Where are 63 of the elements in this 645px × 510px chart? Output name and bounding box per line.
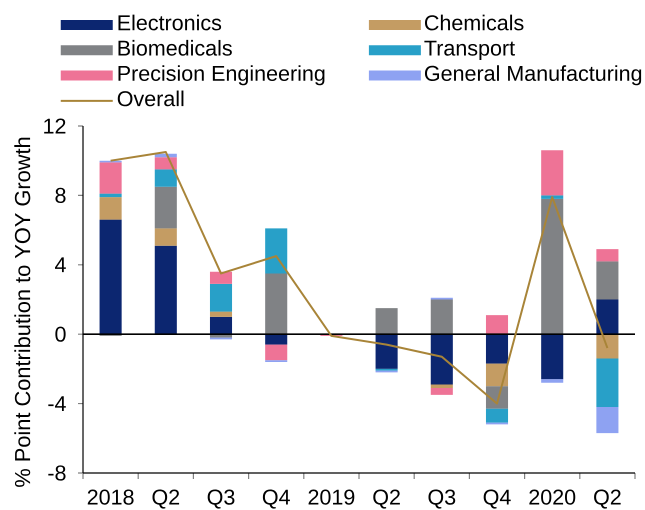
x-tick-label: Q2 xyxy=(594,490,621,509)
legend-label: Transport xyxy=(424,40,515,60)
legend-label: Chemicals xyxy=(424,14,524,30)
bar xyxy=(100,197,122,220)
y-tick-label: -4 xyxy=(48,396,66,411)
y-tick-label: 4 xyxy=(55,257,66,272)
x-tick-label: 2018 xyxy=(88,490,134,505)
x-tick-label: 2019 xyxy=(308,490,354,505)
legend-label: Biomedicals xyxy=(118,40,232,56)
bar xyxy=(541,195,564,199)
bar xyxy=(100,220,122,334)
bar xyxy=(210,272,232,284)
x-tick-label: Q3 xyxy=(208,490,234,509)
bar xyxy=(486,315,508,334)
bar xyxy=(596,407,618,434)
bar xyxy=(376,308,398,334)
legend-label: General Manufacturing xyxy=(424,65,642,86)
bar xyxy=(430,384,453,388)
bar xyxy=(100,194,122,198)
bar xyxy=(430,299,453,334)
bar xyxy=(376,334,398,369)
bar xyxy=(154,186,177,228)
x-tick-label: Q4 xyxy=(262,490,290,509)
x-tick-label: Q2 xyxy=(152,490,180,509)
y-tick-label: 8 xyxy=(55,188,66,203)
legend-label: Electronics xyxy=(118,14,222,30)
bar xyxy=(596,299,618,334)
y-tick-label: -8 xyxy=(48,465,66,481)
bar xyxy=(486,408,508,423)
y-tick-label: 12 xyxy=(44,118,66,134)
bar xyxy=(541,198,564,334)
line-series xyxy=(110,151,608,405)
bar xyxy=(210,316,232,334)
x-tick-label: 2020 xyxy=(529,490,576,505)
bar xyxy=(541,150,564,196)
x-tick-label: Q3 xyxy=(428,490,456,509)
bar xyxy=(430,388,453,395)
bar xyxy=(210,284,232,312)
bar xyxy=(541,334,564,380)
bar xyxy=(486,364,508,386)
bar xyxy=(541,379,564,383)
legend-label: Overall xyxy=(118,90,184,106)
bar xyxy=(486,334,508,364)
bar xyxy=(154,157,177,170)
x-tick-label: Q4 xyxy=(484,490,511,509)
x-tick-label: Q2 xyxy=(373,490,400,509)
bar xyxy=(596,358,618,408)
bar xyxy=(596,249,618,262)
bar xyxy=(100,162,122,194)
legend-label: Precision Engineering xyxy=(118,65,324,86)
y-tick-label: 0 xyxy=(55,326,66,342)
bar xyxy=(430,334,453,384)
bar xyxy=(265,228,288,274)
bar xyxy=(596,261,618,300)
bar xyxy=(154,228,177,246)
bar xyxy=(154,169,177,187)
bar xyxy=(154,246,177,334)
bar xyxy=(265,344,288,360)
bar xyxy=(596,334,618,358)
bar xyxy=(265,273,288,334)
bar xyxy=(265,334,288,345)
bar xyxy=(210,312,232,317)
y-axis-title: % Point Contribution to YOY Growth xyxy=(14,138,30,487)
